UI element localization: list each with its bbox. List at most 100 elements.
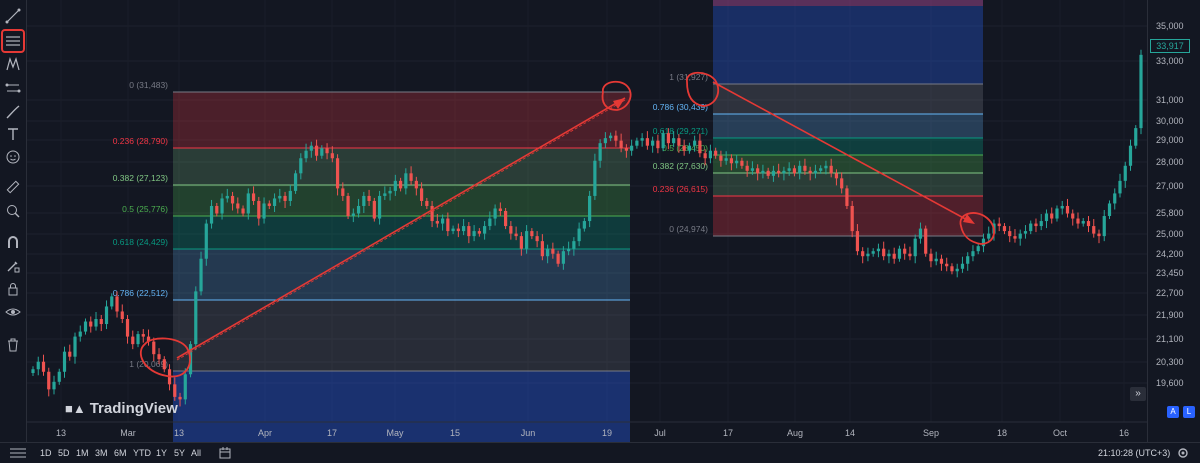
calendar-icon[interactable] — [218, 446, 232, 460]
bottom-toolbar: 1D 5D 1M 3M 6M YTD 1Y 5Y All 21:10:28 (U… — [0, 442, 1200, 463]
trend-line-icon[interactable] — [3, 6, 23, 26]
candle-body — [656, 140, 660, 149]
candle-body — [288, 190, 292, 201]
chart-pane[interactable]: 0 (31,483) 0.236 (28,790) 0.382 (27,123)… — [27, 0, 1147, 442]
candle-body — [677, 138, 681, 146]
candle-body — [204, 223, 208, 259]
time-axis[interactable]: 13 Mar 13 Apr 17 May 15 Jun 19 Jul 17 Aug 14 Sep 18 Oct… — [27, 421, 1147, 438]
emoji-icon[interactable] — [3, 147, 23, 167]
candle-body — [293, 173, 298, 191]
auto-scale-button[interactable]: A — [1167, 406, 1179, 418]
candle-body — [1076, 218, 1080, 224]
candle-body — [1118, 180, 1122, 194]
candle-body — [304, 150, 308, 159]
annotation-circle-top-right — [686, 71, 720, 107]
candle-body — [419, 188, 424, 201]
timeframe-5y[interactable]: 5Y — [174, 448, 186, 458]
lock-drawings-icon[interactable] — [3, 256, 23, 276]
candle-body — [120, 311, 124, 320]
brush-icon[interactable] — [3, 102, 23, 122]
candle-body — [440, 218, 445, 224]
candle-body — [246, 193, 250, 214]
price-tick-label: 19,600 — [1156, 378, 1184, 388]
eye-icon[interactable] — [3, 302, 23, 322]
annotation-arrow-down — [712, 81, 972, 223]
annotation-circle-bottom-right — [959, 212, 995, 245]
timeframe-1y[interactable]: 1Y — [156, 448, 168, 458]
candle-body — [320, 148, 324, 156]
candle-body — [729, 158, 734, 164]
candle-body — [47, 371, 51, 390]
text-icon[interactable] — [3, 124, 23, 144]
timeframe-ytd[interactable]: YTD — [133, 448, 151, 458]
timeframe-all[interactable]: All — [191, 448, 202, 458]
candle-body — [939, 258, 944, 264]
candle-body — [398, 180, 403, 189]
candle-body — [83, 321, 88, 332]
menu-icon[interactable] — [8, 447, 28, 459]
price-tick-label: 24,200 — [1156, 249, 1184, 259]
candle-body — [372, 200, 376, 219]
trash-icon[interactable] — [3, 335, 23, 355]
candle-body — [777, 170, 781, 174]
fib-retracement-icon[interactable] — [1, 29, 25, 53]
candle-body — [572, 241, 576, 249]
timeframe-5d[interactable]: 5D — [58, 448, 70, 458]
price-tick-label: 30,000 — [1156, 116, 1184, 126]
fib-retracement-left[interactable]: 0 (31,483) 0.236 (28,790) 0.382 (27,123)… — [113, 80, 630, 442]
candle-body — [1050, 213, 1054, 219]
candle-body — [31, 369, 35, 374]
settings-icon[interactable] — [1176, 446, 1190, 460]
candle-body — [257, 200, 261, 219]
candlestick-chart[interactable]: 0 (31,483) 0.236 (28,790) 0.382 (27,123)… — [27, 0, 1147, 442]
timeframe-1d[interactable]: 1D — [40, 448, 52, 458]
candle-body — [661, 133, 665, 149]
candle-body — [955, 268, 959, 272]
candle-body — [593, 160, 597, 196]
candle-body — [209, 205, 214, 224]
lock-icon[interactable] — [3, 279, 23, 299]
candle-body — [404, 173, 408, 189]
zoom-icon[interactable] — [3, 201, 23, 221]
annotation-arrow-up — [176, 97, 626, 359]
annotations-layer[interactable] — [139, 71, 995, 378]
price-axis[interactable]: 35,000 33,000 31,000 30,000 29,000 28,000 27,0… — [1147, 0, 1200, 442]
timeframe-3m[interactable]: 3M — [95, 448, 108, 458]
clock-readout[interactable]: 21:10:28 (UTC+3) — [1098, 448, 1171, 458]
pattern-icon[interactable] — [3, 54, 23, 74]
timeframe-6m[interactable]: 6M — [114, 448, 127, 458]
fib-left-label-5: 0.786 (22,512) — [113, 288, 168, 298]
candle-body — [887, 253, 891, 257]
candle-body — [1097, 233, 1101, 237]
log-scale-button[interactable]: L — [1183, 406, 1195, 418]
candle-body — [183, 374, 187, 400]
candle-body — [871, 251, 875, 254]
candle-body — [1029, 223, 1033, 232]
candle-body — [262, 203, 266, 219]
fib-right-label-1: 0.786 (30,439) — [653, 102, 708, 112]
fib-right-label-6: 0 (24,974) — [669, 224, 708, 234]
fib-retracement-right[interactable]: 1 (31,927) 0.786 (30,439) 0.618 (29,271)… — [653, 0, 983, 237]
time-tick-label: 16 — [1119, 428, 1129, 438]
measure-icon[interactable] — [3, 78, 23, 98]
candle-body — [976, 246, 980, 252]
candle-body — [861, 251, 865, 257]
candle-body — [488, 218, 492, 227]
candle-body — [588, 195, 592, 222]
scroll-to-realtime-button[interactable]: » — [1130, 387, 1146, 401]
price-tick-label: 33,000 — [1156, 56, 1184, 66]
candle-body — [383, 193, 387, 196]
candle-body — [483, 226, 487, 234]
ruler-icon[interactable] — [3, 177, 23, 197]
candle-body — [1002, 226, 1007, 232]
timeframe-1m[interactable]: 1M — [76, 448, 89, 458]
tradingview-logo[interactable]: ■▲ TradingView — [65, 400, 178, 417]
candle-body — [325, 148, 329, 154]
candle-body — [115, 296, 119, 312]
candle-body — [771, 170, 776, 176]
price-tick-label: 20,300 — [1156, 357, 1184, 367]
magnet-icon[interactable] — [3, 232, 23, 252]
candle-body — [551, 248, 555, 254]
tradingview-wordmark: TradingView — [89, 400, 178, 417]
fib-right-label-5: 0.236 (26,615) — [653, 184, 708, 194]
